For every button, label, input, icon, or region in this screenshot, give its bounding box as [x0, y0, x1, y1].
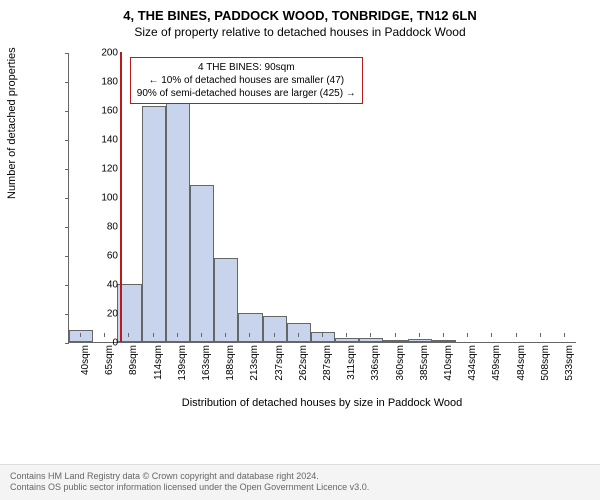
y-tick-label: 20: [88, 309, 118, 320]
y-tick-label: 180: [88, 77, 118, 88]
histogram-bar: [142, 106, 166, 342]
x-tick-label: 533sqm: [564, 345, 575, 395]
x-tick-label: 434sqm: [467, 345, 478, 395]
y-tick-label: 60: [88, 251, 118, 262]
footer-line-1: Contains HM Land Registry data © Crown c…: [10, 471, 590, 483]
histogram-bar: [432, 340, 456, 342]
annotation-line: ← 10% of detached houses are smaller (47…: [137, 74, 356, 87]
histogram-bar: [287, 323, 311, 342]
y-tick-label: 100: [88, 193, 118, 204]
x-tick-label: 459sqm: [491, 345, 502, 395]
annotation-box: 4 THE BINES: 90sqm← 10% of detached hous…: [130, 57, 363, 104]
x-tick-label: 237sqm: [274, 345, 285, 395]
histogram-bar: [383, 340, 407, 342]
x-tick-label: 385sqm: [419, 345, 430, 395]
footer-attribution: Contains HM Land Registry data © Crown c…: [0, 464, 600, 500]
chart-container: Number of detached properties 4 THE BINE…: [30, 43, 590, 413]
chart-title-main: 4, THE BINES, PADDOCK WOOD, TONBRIDGE, T…: [0, 0, 600, 23]
histogram-bar: [263, 316, 287, 342]
x-tick-label: 262sqm: [298, 345, 309, 395]
histogram-bar: [190, 185, 214, 342]
x-tick-label: 508sqm: [540, 345, 551, 395]
property-marker-line: [120, 52, 122, 342]
x-tick-label: 139sqm: [177, 345, 188, 395]
x-tick-label: 188sqm: [225, 345, 236, 395]
chart-title-sub: Size of property relative to detached ho…: [0, 23, 600, 43]
histogram-bar: [359, 338, 383, 342]
y-tick-label: 40: [88, 280, 118, 291]
y-tick-label: 140: [88, 135, 118, 146]
y-tick-label: 80: [88, 222, 118, 233]
histogram-bar: [335, 338, 359, 342]
y-axis-label: Number of detached properties: [6, 47, 18, 199]
x-tick-label: 311sqm: [346, 345, 357, 395]
x-tick-label: 213sqm: [249, 345, 260, 395]
plot-area: 4 THE BINES: 90sqm← 10% of detached hous…: [68, 53, 576, 343]
x-tick-label: 114sqm: [153, 345, 164, 395]
x-tick-label: 484sqm: [516, 345, 527, 395]
x-tick-label: 65sqm: [104, 345, 115, 395]
histogram-bar: [166, 103, 190, 342]
histogram-bar: [238, 313, 262, 342]
x-tick-label: 89sqm: [128, 345, 139, 395]
y-tick-label: 200: [88, 48, 118, 59]
y-tick-label: 120: [88, 164, 118, 175]
footer-line-2: Contains OS public sector information li…: [10, 482, 590, 494]
y-tick-label: 160: [88, 106, 118, 117]
x-tick-label: 40sqm: [80, 345, 91, 395]
x-tick-label: 163sqm: [201, 345, 212, 395]
x-axis-label: Distribution of detached houses by size …: [68, 397, 576, 409]
annotation-line: 90% of semi-detached houses are larger (…: [137, 87, 356, 100]
x-tick-label: 287sqm: [322, 345, 333, 395]
x-tick-label: 336sqm: [370, 345, 381, 395]
x-tick-label: 410sqm: [443, 345, 454, 395]
x-tick-label: 360sqm: [395, 345, 406, 395]
annotation-line: 4 THE BINES: 90sqm: [137, 61, 356, 74]
histogram-bar: [408, 339, 432, 342]
histogram-bar: [214, 258, 238, 342]
